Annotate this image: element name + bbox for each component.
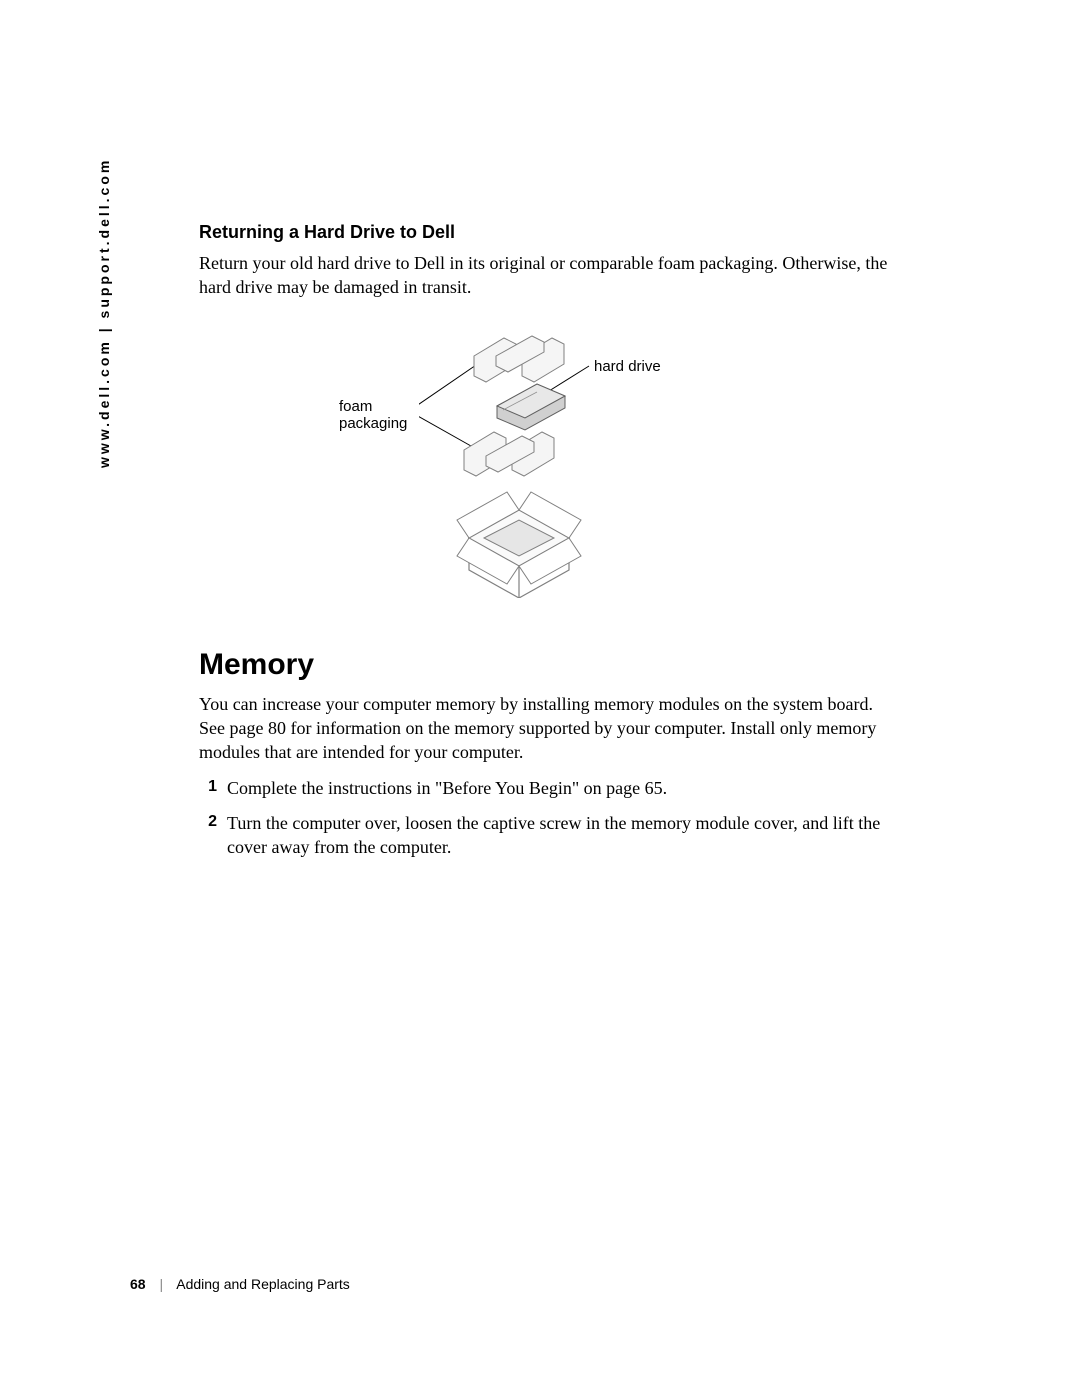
label-foam-packaging: foam packaging: [339, 398, 407, 432]
box-icon: [457, 492, 581, 598]
returning-heading: Returning a Hard Drive to Dell: [199, 222, 899, 243]
footer-separator: |: [159, 1276, 163, 1292]
hard-drive-icon: [497, 384, 565, 430]
packaging-diagram: foam packaging hard drive: [199, 318, 899, 608]
page-footer: 68 | Adding and Replacing Parts: [130, 1276, 350, 1292]
packaging-diagram-svg: [419, 318, 659, 598]
step-number: 1: [199, 776, 227, 800]
step-text: Complete the instructions in "Before You…: [227, 776, 899, 800]
foam-top-icon: [474, 336, 564, 382]
step-text: Turn the computer over, loosen the capti…: [227, 811, 899, 860]
memory-title: Memory: [199, 648, 899, 682]
chapter-title: Adding and Replacing Parts: [176, 1276, 350, 1292]
returning-paragraph: Return your old hard drive to Dell in it…: [199, 251, 899, 300]
memory-intro: You can increase your computer memory by…: [199, 692, 899, 765]
step-number: 2: [199, 811, 227, 860]
label-foam-line1: foam: [339, 398, 407, 415]
sidebar-url-text: www.dell.com | support.dell.com: [96, 158, 112, 468]
page-content: Returning a Hard Drive to Dell Return yo…: [199, 222, 899, 869]
page-number: 68: [130, 1276, 146, 1292]
step-item: 2 Turn the computer over, loosen the cap…: [199, 811, 899, 860]
foam-bottom-icon: [464, 432, 554, 476]
memory-steps: 1 Complete the instructions in "Before Y…: [199, 776, 899, 859]
label-foam-line2: packaging: [339, 415, 407, 432]
step-item: 1 Complete the instructions in "Before Y…: [199, 776, 899, 800]
